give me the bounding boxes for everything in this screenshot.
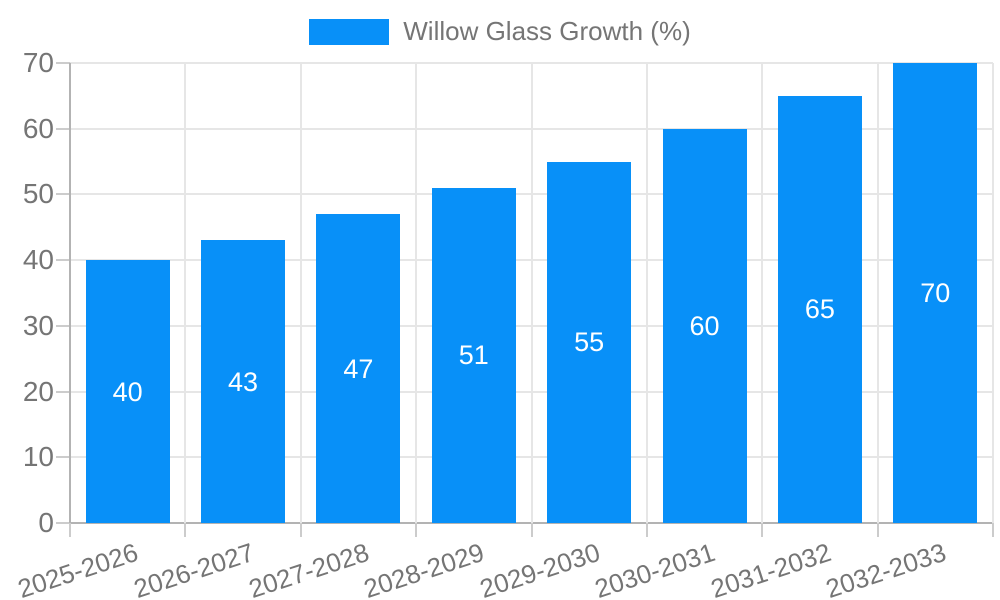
bar-value-label: 47	[343, 353, 374, 384]
y-axis-tick-label: 0	[38, 507, 54, 538]
y-tick-mark	[56, 127, 70, 130]
v-gridline	[876, 63, 879, 523]
v-gridline	[761, 63, 764, 523]
chart-legend: Willow Glass Growth (%)	[0, 16, 1000, 47]
bar-value-label: 65	[804, 294, 835, 325]
y-tick-mark	[56, 522, 70, 524]
x-axis-tick-label: 2027-2028	[245, 537, 373, 600]
y-axis-tick-label: 30	[22, 309, 54, 341]
bar-value-label: 55	[574, 327, 605, 358]
x-tick-mark	[992, 523, 994, 537]
y-tick-mark	[56, 193, 70, 196]
v-gridline	[992, 63, 994, 523]
y-axis-tick-label: 60	[22, 112, 54, 144]
x-tick-mark	[876, 523, 879, 537]
bar: 43	[201, 240, 286, 523]
x-tick-mark	[69, 523, 71, 537]
legend-swatch-icon	[309, 18, 390, 45]
v-gridline	[184, 63, 187, 523]
x-tick-mark	[761, 523, 764, 537]
y-axis-tick-label: 70	[22, 47, 54, 78]
bar: 55	[547, 161, 632, 523]
v-gridline	[530, 63, 533, 523]
y-tick-mark	[56, 390, 70, 393]
v-gridline	[645, 63, 648, 523]
bar-value-label: 70	[920, 278, 951, 308]
v-gridline	[415, 63, 418, 523]
y-axis-line	[69, 63, 71, 523]
y-axis-tick-label: 50	[22, 178, 54, 210]
y-tick-mark	[56, 259, 70, 262]
bar: 40	[85, 260, 170, 523]
v-gridline	[299, 63, 302, 523]
x-tick-mark	[415, 523, 418, 537]
bar: 51	[431, 187, 516, 523]
x-tick-mark	[530, 523, 533, 537]
y-axis-tick-label: 20	[22, 375, 54, 407]
x-axis-tick-label: 2029-2030	[475, 537, 604, 600]
x-tick-mark	[299, 523, 302, 537]
legend-label: Willow Glass Growth (%)	[403, 16, 691, 46]
y-axis-tick-label: 10	[22, 441, 54, 473]
x-tick-mark	[184, 523, 187, 537]
bar-value-label: 51	[458, 340, 489, 371]
x-axis-tick-label: 2031-2032	[706, 537, 835, 600]
y-tick-mark	[56, 324, 70, 327]
bar: 65	[777, 95, 862, 523]
y-axis-tick-label: 40	[22, 244, 54, 276]
bar-value-label: 43	[228, 366, 259, 397]
x-tick-mark	[645, 523, 648, 537]
x-axis-tick-label: 2028-2029	[360, 537, 489, 600]
x-axis-tick-label: 2030-2031	[591, 537, 719, 600]
bar: 70	[893, 63, 978, 523]
bar: 60	[662, 128, 747, 523]
bar: 47	[316, 214, 401, 523]
x-axis-tick-label: 2025-2026	[14, 537, 142, 600]
x-axis-tick-label: 2026-2027	[129, 537, 258, 600]
y-tick-mark	[56, 456, 70, 459]
bar-value-label: 60	[689, 310, 720, 341]
x-axis-tick-label: 2032-2033	[822, 537, 950, 600]
bar-value-label: 40	[112, 376, 143, 407]
y-tick-mark	[56, 62, 70, 64]
